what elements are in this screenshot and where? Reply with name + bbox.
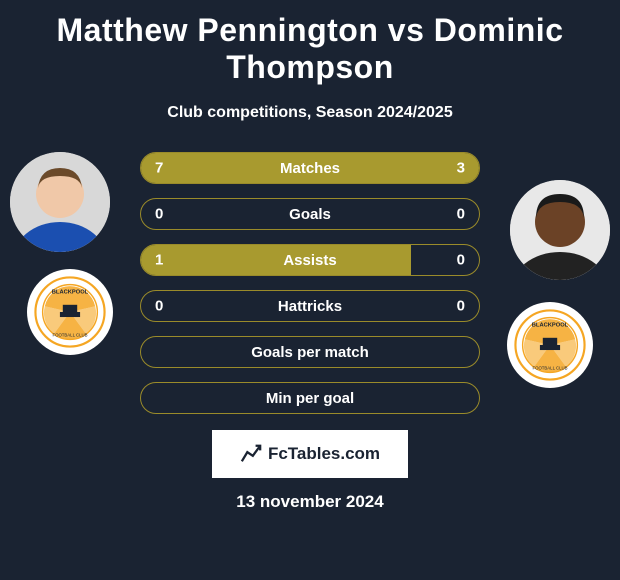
stat-value-right: 0 xyxy=(457,252,465,269)
stat-label: Matches xyxy=(280,160,340,177)
stat-row: 0 0 Goals xyxy=(140,198,480,230)
stat-value-right: 0 xyxy=(457,206,465,223)
date-line: 13 november 2024 xyxy=(0,492,620,512)
stat-value-left: 1 xyxy=(155,252,163,269)
stat-row: Min per goal xyxy=(140,382,480,414)
club-badge-left: BLACKPOOL FOOTBALL CLUB xyxy=(27,269,113,355)
stat-label: Hattricks xyxy=(278,298,342,315)
stat-fill-left xyxy=(141,245,411,275)
club-badge-right: BLACKPOOL FOOTBALL CLUB xyxy=(507,302,593,388)
club-badge-left-svg: BLACKPOOL FOOTBALL CLUB xyxy=(34,276,106,348)
footer-attribution: FcTables.com xyxy=(212,430,408,478)
footer-label: FcTables.com xyxy=(268,444,380,464)
stat-bars: 7 3 Matches 0 0 Goals 1 0 Assists 0 0 Hattricks Goal… xyxy=(140,152,480,414)
stat-label: Min per goal xyxy=(266,390,354,407)
svg-text:BLACKPOOL: BLACKPOOL xyxy=(52,289,89,295)
stat-value-left: 0 xyxy=(155,298,163,315)
stat-label: Goals per match xyxy=(251,344,369,361)
stat-label: Goals xyxy=(289,206,331,223)
avatar-left-svg xyxy=(10,152,110,252)
fctables-logo-icon xyxy=(240,443,262,465)
svg-text:FOOTBALL CLUB: FOOTBALL CLUB xyxy=(52,332,87,337)
stat-row: Goals per match xyxy=(140,336,480,368)
club-badge-right-svg: BLACKPOOL FOOTBALL CLUB xyxy=(514,309,586,381)
subtitle: Club competitions, Season 2024/2025 xyxy=(0,104,620,122)
avatar-right-svg xyxy=(510,180,610,280)
stat-value-left: 7 xyxy=(155,160,163,177)
stat-fill-left xyxy=(141,153,378,183)
svg-text:BLACKPOOL: BLACKPOOL xyxy=(532,322,569,328)
stat-row: 1 0 Assists xyxy=(140,244,480,276)
stats-area: BLACKPOOL FOOTBALL CLUB BLACKPOOL FOOTBA… xyxy=(0,152,620,414)
stat-value-right: 3 xyxy=(457,160,465,177)
stat-row: 0 0 Hattricks xyxy=(140,290,480,322)
player-avatar-right xyxy=(510,180,610,280)
player-avatar-left xyxy=(10,152,110,252)
stat-row: 7 3 Matches xyxy=(140,152,480,184)
svg-text:FOOTBALL CLUB: FOOTBALL CLUB xyxy=(532,365,567,370)
stat-value-left: 0 xyxy=(155,206,163,223)
page-title: Matthew Pennington vs Dominic Thompson xyxy=(0,12,620,86)
stat-label: Assists xyxy=(283,252,336,269)
stat-value-right: 0 xyxy=(457,298,465,315)
